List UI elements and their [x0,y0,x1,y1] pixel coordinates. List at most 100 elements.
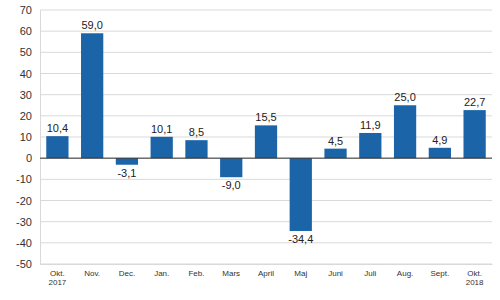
data-label: 25,0 [394,91,415,103]
data-label: -34,4 [288,233,313,245]
x-tick-label-line: Juni [328,269,343,278]
data-label: 22,7 [464,96,485,108]
data-label: 4,5 [328,135,343,147]
x-tick-label-line: Sept. [431,269,450,278]
grid-line [40,52,492,53]
zero-line [40,158,492,159]
x-tick-label: Okt.2017 [48,269,66,287]
data-label: 59,0 [81,19,102,31]
x-tick-label-line: Nov. [84,269,100,278]
x-tick: Jan. [154,264,169,278]
x-tick: Maj [294,264,307,278]
bar [324,149,346,159]
x-tick-label-line: Mars [222,269,240,278]
x-tick-label-line: April [258,269,274,278]
y-tick-label: 40 [20,68,32,80]
y-tick-label: -40 [16,237,32,249]
grid-line [40,242,492,243]
x-tick-label: Okt.2018 [466,269,484,287]
x-tick-label-line: 2018 [466,278,484,287]
grid-line [40,73,492,74]
bar [429,148,451,158]
x-tick: Juli [364,264,376,278]
y-tick: -20 [16,195,40,207]
x-tick: Aug. [397,264,413,278]
x-tick-label-line: Feb. [188,269,204,278]
x-tick-label-line: Aug. [397,269,413,278]
bar [463,110,485,158]
data-label: 10,4 [47,122,68,134]
y-tick-label: 60 [20,25,32,37]
x-tick: Dec. [119,264,135,278]
x-tick-label: Juli [364,269,376,278]
x-tick: Sept. [431,264,450,278]
data-labels: 10,459,0-3,110,18,5-9,015,5-34,44,511,92… [47,19,486,245]
bar [116,158,138,165]
bars [46,33,485,231]
x-tick-label: Sept. [431,269,450,278]
data-label: -3,1 [117,167,136,179]
x-tick-label: Juni [328,269,343,278]
x-axis-line [41,264,493,265]
y-tick-label: -30 [16,216,32,228]
y-tick-label: 30 [20,89,32,101]
x-tick-label: Maj [294,269,307,278]
x-tick-label-line: Okt. [50,269,65,278]
grid-line [40,94,492,95]
chart: -50 -40 -30 -20 -10 0 10 20 30 40 50 60 70 10,4 59,0 -3… [0,0,500,300]
y-tick: -40 [16,237,40,249]
y-tick-label: 10 [20,131,32,143]
data-label: 4,9 [432,134,447,146]
y-tick-label: -20 [16,195,32,207]
x-tick-label: Feb. [188,269,204,278]
bar [151,137,173,158]
x-tick-label-line: Jan. [154,269,169,278]
y-tick-label: 20 [20,110,32,122]
y-tick: 40 [20,68,40,80]
x-tick-label: Dec. [119,269,135,278]
y-tick-label: 50 [20,46,32,58]
y-axis: -50 -40 -30 -20 -10 0 10 20 30 40 50 60 70 [16,4,40,270]
data-label: 11,9 [360,119,381,131]
bar [46,136,68,158]
grid-line [40,158,492,159]
y-tick-label: -50 [16,258,32,270]
x-tick-label: Mars [222,269,240,278]
x-tick-label-line: Maj [294,269,307,278]
y-tick: 70 [20,4,40,16]
grid-line [40,264,492,265]
x-tick-label: April [258,269,274,278]
bar [81,33,103,158]
x-tick: Nov. [84,264,100,278]
data-label: -9,0 [222,179,241,191]
y-axis-line [40,11,41,265]
y-tick: -10 [16,173,40,185]
y-tick: -50 [16,258,40,270]
data-label: 15,5 [255,111,276,123]
bar [185,140,207,158]
x-tick-label-line: Juli [364,269,376,278]
grid-line [40,200,492,201]
grid-line [40,10,492,11]
bar [255,125,277,158]
y-tick: 0 [26,152,40,164]
x-tick: Feb. [188,264,204,278]
y-tick: 20 [20,110,40,122]
grid-line [40,31,492,32]
grid-line [40,179,492,180]
x-tick: Juni [328,264,343,278]
y-tick: -30 [16,216,40,228]
bar [220,158,242,177]
y-tick-label: 0 [26,152,32,164]
plot: -50 -40 -30 -20 -10 0 10 20 30 40 50 60 70 10,4 59,0 -3… [16,4,492,287]
x-tick-label: Aug. [397,269,413,278]
y-tick: 10 [20,131,40,143]
x-tick: Okt.2017 [48,264,66,287]
data-label: 10,1 [151,123,172,135]
y-tick: 60 [20,25,40,37]
y-tick: 50 [20,46,40,58]
x-tick: Mars [222,264,240,278]
y-tick-label: -10 [16,173,32,185]
grid [40,10,492,264]
x-tick: Okt.2018 [466,264,484,287]
